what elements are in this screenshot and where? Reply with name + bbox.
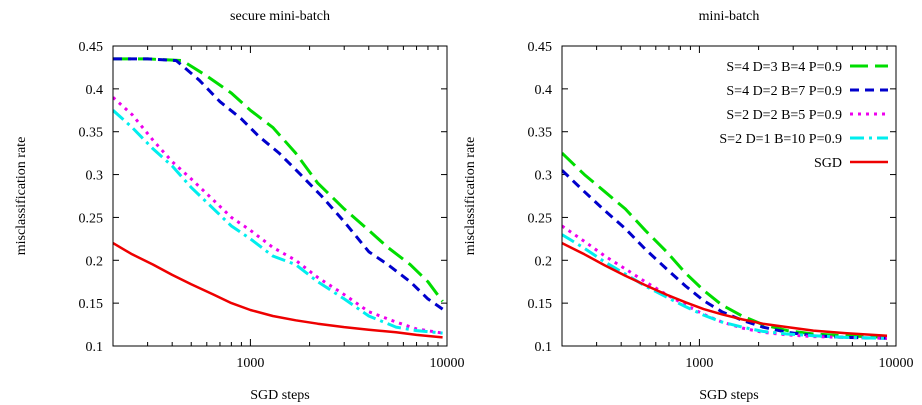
y-tick-label: 0.2 [535,254,553,269]
legend-label: S=4 D=3 B=4 P=0.9 [726,60,842,75]
series-line-s-2-d-1-b-10-p-0-9 [113,109,443,335]
legend-label: SGD [814,156,842,171]
x-axis-label: SGD steps [250,388,310,403]
y-tick-label: 0.25 [528,211,553,226]
legend-label: S=2 D=2 B=5 P=0.9 [726,108,842,123]
y-tick-label: 0.15 [528,297,553,312]
y-tick-label: 0.35 [79,126,104,141]
chart-title: mini-batch [699,9,760,24]
y-tick-label: 0.45 [79,40,104,55]
y-tick-label: 0.3 [86,169,104,184]
legend: S=4 D=3 B=4 P=0.9 S=4 D=2 B=7 P=0.9 S=2 D=… [719,60,888,171]
chart-panel-1: secure mini-batch 0.1 0.15 0.2 0.25 0.3 0.35 0.… [14,9,465,403]
x-tick-label: 10000 [430,356,465,371]
series-line-sgd [113,242,443,339]
y-tick-label: 0.35 [528,126,553,141]
series-line-s-4-d-3-b-4-p-0-9 [113,57,444,303]
legend-label: S=4 D=2 B=7 P=0.9 [726,84,842,99]
series-line-s-2-d-1-b-10-p-0-9 [562,233,888,340]
series-line-s-4-d-3-b-4-p-0-9 [562,152,888,339]
series-line-s-4-d-2-b-7-p-0-9 [113,57,444,311]
legend-label: S=2 D=1 B=10 P=0.9 [719,132,842,147]
series-line-s-4-d-2-b-7-p-0-9 [562,169,888,340]
chart-panel-2: mini-batch 0.1 0.15 0.2 0.25 0.3 0.35 0.4 0.45 10… [463,9,914,403]
series-line-s-2-d-2-b-5-p-0-9 [562,224,888,340]
series-group [562,152,888,340]
y-tick-label: 0.1 [86,340,104,355]
x-tick-label: 1000 [236,356,264,371]
y-tick-label: 0.1 [535,340,553,355]
y-tick-label: 0.45 [528,40,553,55]
y-tick-label: 0.4 [86,83,104,98]
series-line-s-2-d-2-b-5-p-0-9 [113,96,443,335]
plot-frame [112,45,448,347]
x-tick-label: 10000 [879,356,914,371]
plot-frame [561,45,897,347]
y-tick-label: 0.15 [79,297,104,312]
y-tick-label: 0.4 [535,83,553,98]
y-axis-label: misclassification rate [14,137,29,256]
series-line-sgd [562,241,888,337]
y-axis-label: misclassification rate [463,137,478,256]
y-tick-label: 0.3 [535,169,553,184]
y-tick-label: 0.2 [86,254,104,269]
chart-title: secure mini-batch [230,9,330,24]
y-tick-label: 0.25 [79,211,104,226]
series-group [113,57,444,339]
x-tick-label: 1000 [685,356,713,371]
x-axis-label: SGD steps [699,388,759,403]
